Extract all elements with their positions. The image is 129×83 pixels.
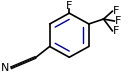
Text: F: F — [113, 26, 120, 36]
Text: F: F — [66, 1, 72, 11]
Text: F: F — [113, 6, 120, 16]
Text: N: N — [1, 63, 10, 73]
Text: F: F — [115, 16, 122, 26]
